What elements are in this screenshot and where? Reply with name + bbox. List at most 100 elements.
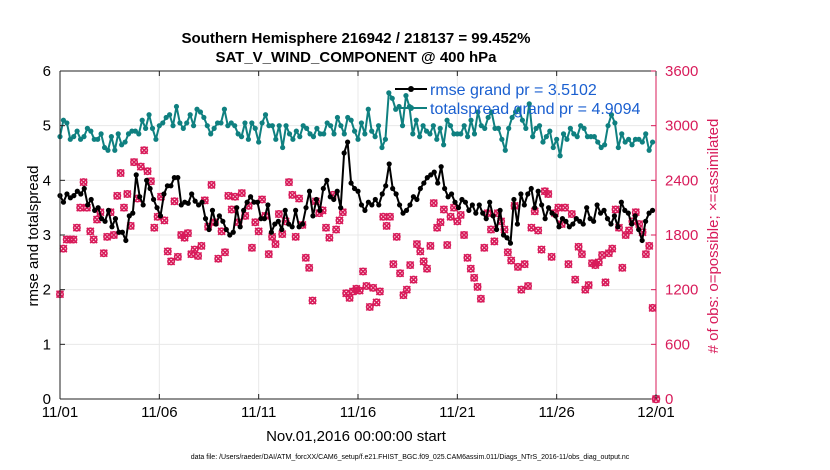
obs-marker — [507, 256, 516, 265]
rmse-point — [303, 205, 309, 211]
rmse-point — [542, 216, 548, 222]
obs-marker — [446, 212, 455, 221]
y-right-tick-label: 3600 — [665, 63, 698, 80]
obs-marker — [601, 278, 610, 287]
rmse-point — [494, 226, 500, 233]
spread-point — [554, 136, 560, 142]
legend-spread-label: totalspread grand pr = 4.9094 — [430, 101, 640, 118]
rmse-point — [102, 218, 108, 224]
obs-marker — [456, 210, 465, 220]
spread-point — [444, 117, 450, 123]
obs-marker — [183, 229, 193, 238]
rmse-point — [639, 237, 645, 244]
spread-point — [180, 125, 186, 131]
rmse-point — [293, 207, 299, 213]
rmse-point — [157, 213, 164, 219]
rmse-point — [390, 185, 396, 192]
spread-point — [602, 142, 608, 148]
obs-marker — [523, 281, 533, 291]
rmse-point — [88, 196, 94, 203]
obs-marker — [453, 217, 462, 226]
spread-point — [365, 106, 371, 112]
rmse-point — [556, 224, 562, 230]
rmse-point — [313, 196, 320, 203]
spread-point — [256, 139, 262, 145]
spread-point — [615, 144, 621, 151]
obs-marker — [544, 189, 553, 199]
x-tick-label: 11/16 — [340, 404, 376, 421]
spread-point — [74, 128, 80, 134]
x-tick-label: 12/01 — [637, 404, 675, 421]
spread-point — [348, 117, 354, 123]
x-tick-label: 11/21 — [439, 404, 475, 421]
rmse-point — [618, 199, 624, 205]
spread-point — [643, 131, 649, 137]
spread-point — [502, 147, 508, 153]
spread-point — [550, 144, 556, 151]
chart-title-line1: Southern Hemisphere 216942 / 218137 = 99… — [182, 30, 531, 47]
rmse-point — [202, 216, 209, 222]
obs-marker — [113, 191, 122, 200]
obs-marker — [136, 162, 145, 171]
obs-marker — [99, 249, 108, 258]
spread-point — [499, 136, 505, 142]
axes — [59, 70, 657, 400]
rmse-point — [563, 218, 569, 224]
spread-point — [355, 136, 361, 142]
rmse-point — [220, 218, 226, 224]
spread-point — [218, 120, 224, 126]
obs-marker — [571, 275, 580, 284]
rmse-point — [216, 213, 222, 219]
spread-point — [420, 123, 426, 129]
spread-point — [190, 123, 197, 129]
rmse-point — [473, 210, 479, 216]
y-right-tick-label: 2400 — [665, 172, 698, 189]
x-tick-label: 11/26 — [538, 404, 574, 421]
spread-point — [262, 112, 269, 118]
rmse-point — [414, 196, 420, 203]
spread-point — [245, 136, 251, 142]
obs-marker — [116, 168, 125, 178]
spread-point — [382, 136, 389, 142]
obs-marker — [86, 227, 95, 236]
y-left-tick-label: 0 — [43, 391, 51, 408]
spread-point — [286, 131, 293, 137]
obs-marker — [480, 243, 489, 252]
spread-point — [629, 142, 635, 148]
rmse-point — [60, 199, 67, 205]
spread-point — [259, 120, 265, 126]
obs-marker — [594, 258, 603, 267]
spread-point — [310, 134, 317, 140]
spread-point — [197, 109, 204, 115]
rmse-point — [161, 191, 167, 197]
rmse-point — [95, 205, 101, 211]
rmse-point — [230, 229, 236, 235]
rmse-point — [192, 198, 198, 204]
rmse-point — [154, 205, 160, 211]
obs-marker — [190, 245, 199, 254]
spread-point — [105, 147, 111, 153]
legend: rmse grand pr = 3.5102 totalspread grand… — [395, 82, 640, 118]
y-left-tick-label: 1 — [43, 336, 51, 353]
obs-marker — [547, 252, 556, 261]
spread-point — [639, 139, 645, 145]
rmse-point — [234, 205, 240, 211]
obs-marker — [577, 250, 586, 259]
obs-marker — [237, 189, 246, 198]
obs-marker — [291, 232, 300, 241]
spread-point — [338, 123, 344, 129]
y-right-tick-label: 600 — [665, 336, 690, 353]
rmse-point — [254, 199, 261, 205]
obs-marker — [76, 203, 85, 212]
rmse-point — [570, 221, 576, 227]
obs-marker — [611, 205, 620, 214]
rmse-point — [299, 221, 306, 227]
obs-marker — [224, 191, 233, 200]
spread-point — [389, 95, 395, 101]
rmse-point — [469, 202, 475, 208]
spread-point — [495, 125, 502, 131]
spread-point — [146, 112, 152, 118]
obs-marker — [392, 232, 401, 241]
obs-marker — [416, 247, 425, 256]
rmse-point — [244, 199, 250, 205]
